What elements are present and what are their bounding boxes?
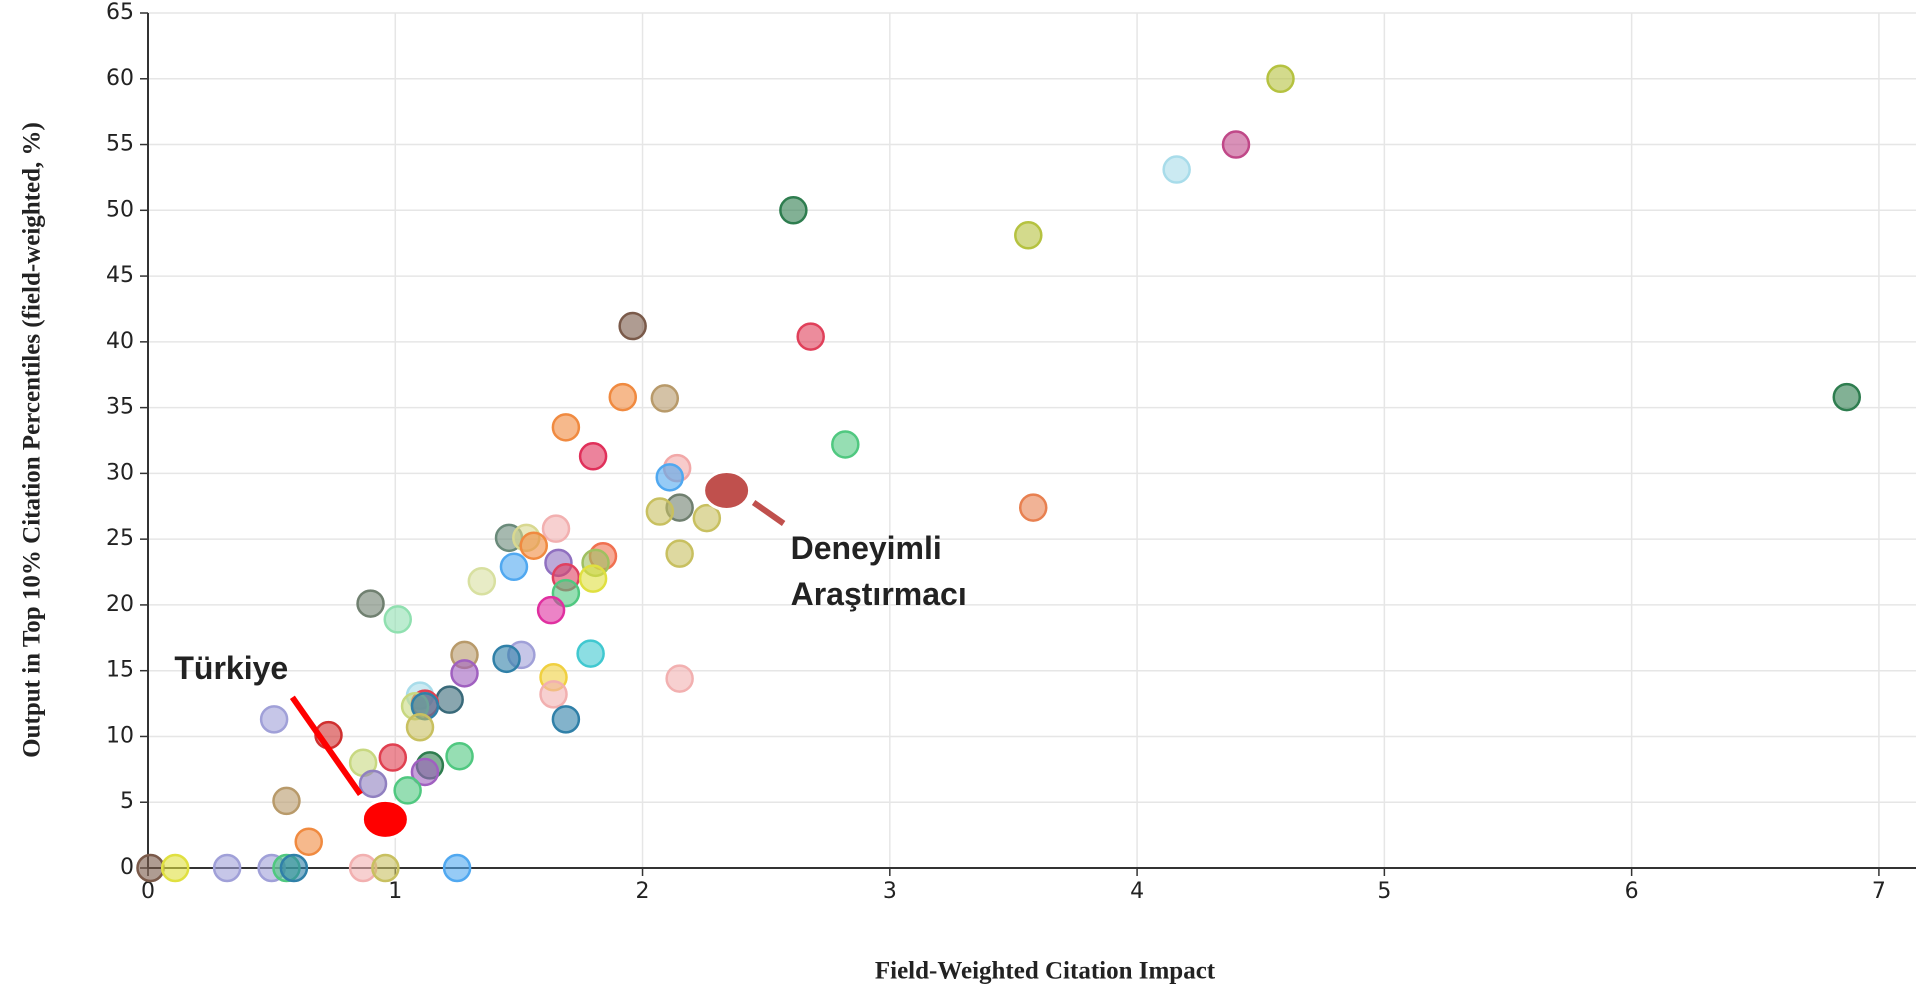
point: [779, 196, 808, 225]
point: [272, 786, 301, 816]
point: [576, 639, 605, 668]
annotation-label: Araştırmacı: [791, 576, 967, 612]
point: [536, 595, 566, 625]
point: [259, 705, 289, 734]
annotation-label: Türkiye: [174, 650, 288, 686]
point: [578, 564, 608, 593]
point: [435, 685, 464, 714]
point: [212, 853, 242, 883]
y-tick-label: 0: [120, 855, 134, 880]
point: [467, 566, 497, 596]
point: [294, 827, 323, 856]
highlight-point: [360, 798, 410, 840]
x-axis-title: Field-Weighted Citation Impact: [875, 958, 1216, 985]
y-tick-label: 55: [106, 132, 134, 157]
x-tick-label: 2: [636, 879, 650, 904]
annotation-line: [751, 500, 786, 526]
x-tick-label: 1: [388, 879, 402, 904]
y-tick-label: 35: [106, 395, 134, 420]
point: [541, 514, 571, 543]
x-tick-label: 3: [883, 879, 897, 904]
point: [519, 531, 548, 560]
point: [1221, 130, 1251, 159]
point: [358, 769, 388, 799]
point: [371, 853, 400, 883]
y-axis-title: Output in Top 10% Citation Percentiles (…: [19, 122, 46, 758]
point: [279, 853, 309, 883]
point: [136, 853, 165, 883]
point: [692, 503, 722, 533]
point: [831, 430, 860, 459]
y-tick-label: 15: [106, 658, 134, 683]
x-tick-label: 6: [1625, 879, 1639, 904]
y-tick-label: 60: [106, 66, 134, 91]
point: [665, 664, 694, 693]
x-tick-label: 5: [1377, 879, 1391, 904]
y-tick-label: 30: [106, 460, 134, 485]
point: [551, 705, 581, 734]
point: [650, 384, 680, 413]
y-tick-label: 45: [106, 263, 134, 288]
point: [608, 382, 638, 412]
point: [645, 497, 675, 526]
point: [1162, 155, 1191, 184]
y-tick-label: 25: [106, 526, 134, 551]
y-tick-label: 20: [106, 592, 134, 617]
point: [356, 589, 385, 618]
point: [1014, 221, 1043, 250]
y-tick-label: 50: [106, 197, 134, 222]
point: [160, 853, 190, 883]
point: [665, 539, 694, 568]
x-tick-label: 7: [1872, 879, 1886, 904]
y-tick-label: 40: [106, 329, 134, 354]
point: [383, 605, 412, 634]
point: [618, 311, 647, 341]
point: [393, 776, 422, 805]
y-tick-label: 5: [120, 789, 134, 814]
x-tick-label: 0: [141, 879, 155, 904]
point: [796, 322, 825, 351]
point: [445, 741, 474, 771]
point: [1266, 64, 1295, 94]
point: [655, 463, 684, 492]
point: [1832, 382, 1862, 412]
point: [450, 659, 479, 688]
y-tick-label: 65: [106, 0, 134, 25]
point: [551, 413, 581, 442]
point: [492, 644, 521, 674]
point: [499, 552, 529, 582]
annotation-label: Deneyimli: [791, 530, 942, 566]
point: [410, 757, 440, 787]
annotation-line: [289, 695, 363, 797]
point: [578, 442, 608, 471]
point: [378, 743, 408, 772]
highlight-point: [702, 469, 752, 511]
point: [1018, 493, 1048, 522]
point: [539, 680, 568, 709]
y-tick-label: 10: [106, 723, 134, 748]
point: [405, 713, 435, 742]
point: [442, 853, 472, 883]
x-tick-label: 4: [1130, 879, 1144, 904]
